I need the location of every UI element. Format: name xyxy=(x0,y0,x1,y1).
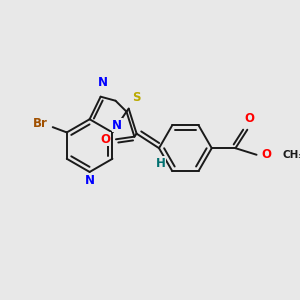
Text: Br: Br xyxy=(33,117,47,130)
Text: N: N xyxy=(112,118,122,132)
Text: N: N xyxy=(98,76,108,89)
Text: O: O xyxy=(262,148,272,161)
Text: O: O xyxy=(101,133,111,146)
Text: N: N xyxy=(85,174,94,187)
Text: H: H xyxy=(156,157,166,170)
Text: S: S xyxy=(132,91,141,104)
Text: O: O xyxy=(244,112,254,125)
Text: CH₃: CH₃ xyxy=(282,150,300,160)
